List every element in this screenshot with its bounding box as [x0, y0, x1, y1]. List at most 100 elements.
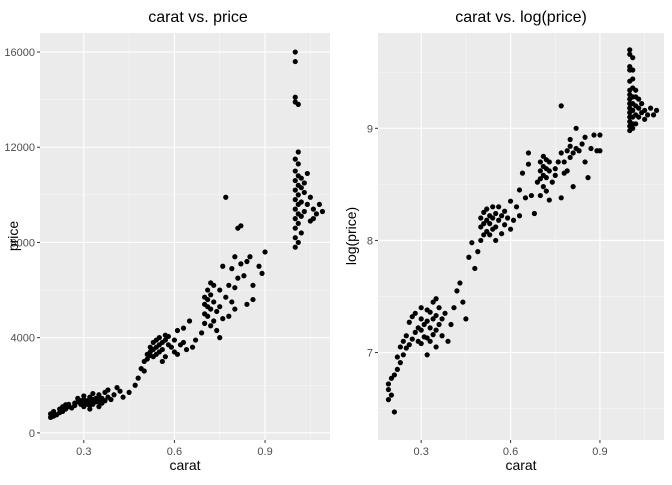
plot-background: [40, 33, 330, 440]
data-point: [232, 254, 238, 260]
data-point: [510, 217, 517, 223]
data-point: [295, 220, 301, 227]
data-point: [102, 398, 108, 404]
data-point: [391, 372, 397, 378]
data-point: [630, 67, 636, 73]
data-point: [478, 224, 484, 230]
data-point: [403, 345, 409, 351]
data-point: [484, 228, 490, 235]
data-point: [247, 254, 253, 260]
data-point: [238, 261, 244, 267]
data-point: [466, 254, 472, 260]
data-point: [516, 187, 523, 193]
data-point: [630, 76, 636, 82]
x-axis-label: carat: [169, 457, 200, 473]
data-point: [391, 409, 397, 415]
data-point: [493, 237, 499, 244]
data-point: [205, 296, 211, 303]
data-point: [504, 215, 511, 221]
data-point: [543, 188, 549, 194]
data-point: [298, 213, 304, 219]
data-point: [427, 309, 433, 315]
data-point: [298, 175, 304, 181]
data-point: [507, 198, 514, 204]
data-point: [223, 294, 229, 300]
data-point: [235, 275, 241, 281]
data-point: [454, 288, 460, 294]
data-point: [513, 204, 520, 210]
data-point: [316, 201, 323, 207]
data-point: [597, 148, 603, 154]
data-point: [292, 197, 298, 203]
x-axis-label: carat: [505, 457, 536, 473]
data-point: [108, 396, 114, 403]
data-point: [310, 216, 316, 222]
data-point: [546, 197, 552, 203]
data-point: [208, 292, 214, 298]
data-point: [159, 346, 165, 353]
data-point: [570, 184, 576, 190]
data-point: [525, 161, 532, 167]
data-point: [310, 206, 316, 212]
data-point: [126, 389, 132, 395]
data-point: [66, 401, 72, 407]
data-point: [502, 208, 508, 214]
data-point: [645, 112, 651, 118]
data-point: [292, 58, 298, 65]
data-point: [394, 354, 400, 360]
data-point: [171, 337, 178, 343]
x-tick-label: 0.6: [503, 446, 518, 458]
data-point: [537, 176, 543, 182]
data-point: [205, 313, 211, 319]
data-point: [469, 240, 475, 246]
data-point: [519, 170, 526, 176]
data-point: [295, 161, 301, 167]
data-point: [650, 112, 657, 118]
data-point: [87, 406, 93, 412]
chart-title: carat vs. log(price): [455, 9, 587, 26]
data-point: [301, 180, 307, 186]
data-point: [412, 329, 418, 335]
data-point: [421, 321, 427, 328]
data-point: [292, 49, 298, 55]
data-point: [653, 107, 660, 113]
data-point: [244, 258, 250, 265]
data-point: [117, 388, 123, 394]
data-point: [298, 230, 304, 236]
data-point: [433, 327, 439, 333]
x-tick-label: 0.9: [257, 446, 272, 458]
data-point: [642, 107, 648, 113]
data-point: [105, 387, 111, 393]
data-point: [144, 356, 150, 362]
data-point: [301, 208, 307, 215]
data-point: [499, 213, 505, 219]
y-tick-label: 4000: [11, 333, 35, 345]
chart-title: carat vs. price: [148, 9, 248, 26]
data-point: [406, 319, 412, 325]
data-point: [591, 132, 597, 138]
y-tick-label: 8: [367, 235, 373, 247]
data-point: [436, 321, 442, 328]
data-point: [570, 150, 576, 156]
data-point: [439, 316, 445, 322]
data-point: [400, 352, 406, 358]
y-tick-label: 9: [367, 123, 373, 135]
data-point: [232, 285, 238, 291]
data-point: [496, 217, 502, 223]
data-point: [546, 159, 552, 165]
data-point: [552, 166, 558, 172]
chart-panel-2: 0.3 0.6 0.9 7 8 9 carat vs. log(price) carat log…: [343, 9, 664, 473]
data-point: [292, 187, 298, 193]
data-point: [217, 335, 223, 341]
data-point: [244, 301, 250, 307]
data-point: [295, 101, 301, 107]
data-point: [582, 159, 588, 165]
data-point: [292, 168, 298, 174]
data-point: [579, 141, 585, 147]
data-point: [451, 305, 457, 311]
data-point: [208, 306, 214, 312]
data-point: [427, 325, 433, 331]
data-point: [301, 189, 307, 196]
data-point: [292, 216, 298, 222]
y-axis-label: price: [5, 221, 21, 252]
